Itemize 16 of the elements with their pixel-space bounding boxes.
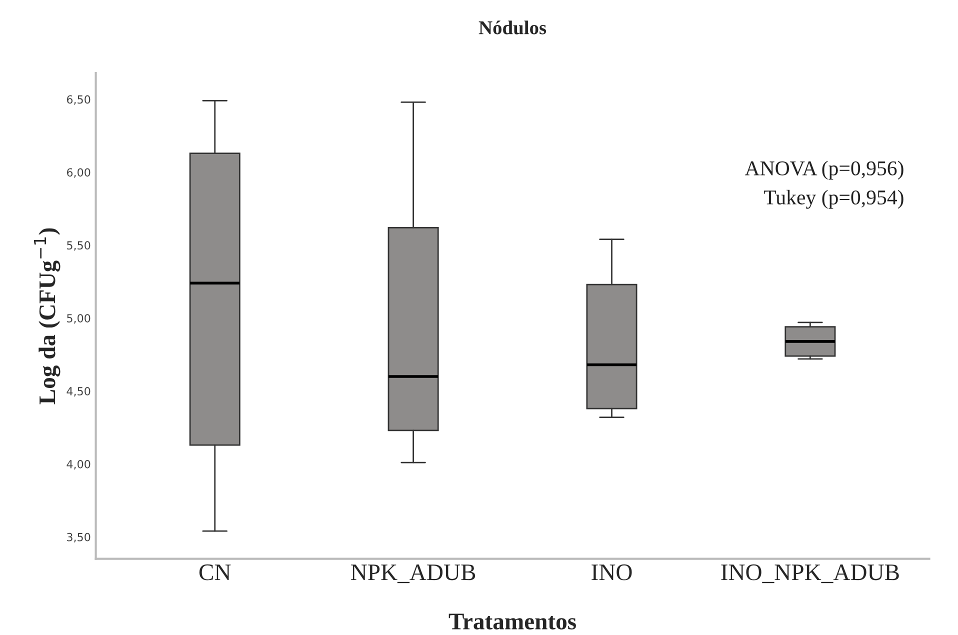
x-tick-label: INO_NPK_ADUB xyxy=(721,564,899,584)
x-tick-label: CN xyxy=(199,564,231,580)
y-tick-label: 4,00 xyxy=(66,460,90,470)
y-tick-label: 6,00 xyxy=(66,168,90,178)
chart-title: Nódulos xyxy=(478,20,546,34)
y-tick-label: 6,50 xyxy=(66,95,90,105)
x-tick-label: INO xyxy=(592,564,632,580)
annotation: Tukey (p=0,954) xyxy=(764,190,904,209)
y-axis-title: Log da (CFUg$^{−1}$) xyxy=(34,228,60,404)
x-tick-label: NPK_ADUB xyxy=(351,564,476,584)
annotation: ANOVA (p=0,956) xyxy=(744,160,904,180)
y-tick-label: 4,50 xyxy=(66,387,90,397)
y-tick-label: 3,50 xyxy=(67,532,90,542)
x-axis-title: Tratamentos xyxy=(448,614,576,630)
y-tick-label: 5,00 xyxy=(67,314,90,324)
y-tick-label: 5,50 xyxy=(67,241,90,251)
